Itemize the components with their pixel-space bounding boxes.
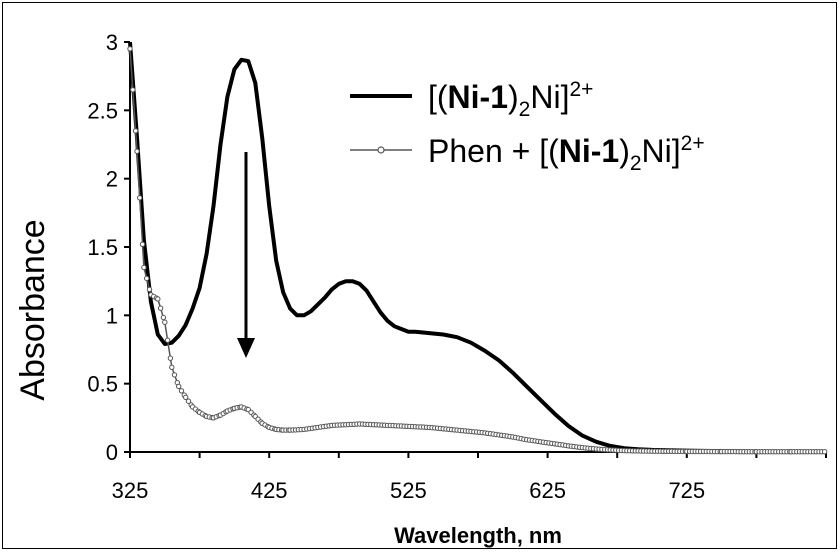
series-2-point [160,314,167,321]
series-1-line [128,41,826,454]
series-2-point [146,286,153,293]
x-tick-label: 525 [390,478,427,503]
x-tick-label: 425 [251,478,288,503]
series-2-point [155,296,161,302]
series-2-point [164,337,171,343]
series-2-point [144,275,150,282]
series-2-point [185,398,192,404]
y-tick-label: 0.5 [87,372,118,397]
legend: [(Ni-1)2Ni]2+ Phen + [(Ni-1)2Ni]2+ [350,78,705,175]
series-2-point [141,264,147,271]
x-tick-label: 725 [668,478,705,503]
series-2-point [134,148,140,155]
series-2-point [171,372,178,378]
decrease-arrow [237,152,255,358]
series-2-point [139,241,146,248]
y-tick-label: 1.5 [87,235,118,260]
y-axis-title: Absorbance [14,219,52,400]
series-layer [127,41,828,455]
x-tick-label: 325 [112,478,149,503]
series-2-point [169,364,175,370]
series-2-point [821,449,828,455]
series-2-point [132,128,139,134]
y-tick-label: 1 [106,303,118,328]
series-2-point [127,46,133,52]
arrow-head [237,338,255,358]
series-2-point [162,319,168,325]
y-ticks: 0 0.5 1 1.5 2 2.5 3 [87,30,130,465]
y-tick-label: 3 [106,30,118,55]
series-2-point [167,355,174,361]
series-2-point [183,394,189,400]
legend-label-series-2: Phen + [(Ni-1)2Ni]2+ [428,132,705,175]
y-tick-label: 2.5 [87,98,118,123]
series-2-point [137,195,143,201]
series-2-point [157,305,164,311]
x-tick-label: 625 [529,478,566,503]
y-tick-label: 0 [106,440,118,465]
y-tick-label: 2 [106,167,118,192]
x-ticks: 325 425 525 625 725 [112,452,827,503]
x-axis-title: Wavelength, nm [394,523,562,548]
series-2-point [178,388,185,394]
series-2-point [130,87,136,93]
series-2-point [176,383,182,390]
legend-label-series-1: [(Ni-1)2Ni]2+ [428,78,593,121]
legend-marker-series-2 [377,146,385,154]
